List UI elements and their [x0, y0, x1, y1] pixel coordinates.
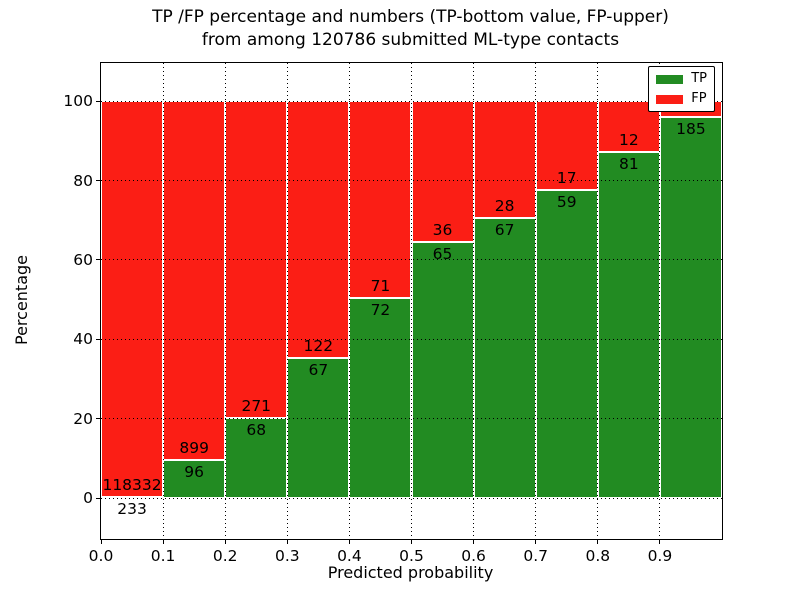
y-tick-mark	[96, 497, 100, 499]
tp-count-label: 67	[308, 360, 329, 379]
tp-count-label: 67	[494, 221, 515, 240]
x-tick-label: 0.8	[585, 547, 611, 565]
fp-bar-segment	[411, 101, 474, 243]
x-tick-mark	[162, 540, 164, 544]
bar-value-labels-layer: 118332 233 899 96 271 68 122 67 71 72 36 65 28 67 17 59…	[101, 63, 722, 539]
x-tick-label: 0.3	[274, 547, 300, 565]
x-tick-label: 0.1	[150, 547, 176, 565]
x-tick-mark	[473, 540, 475, 544]
tp-legend-swatch	[656, 74, 684, 84]
y-tick-label: 20	[73, 409, 93, 428]
tp-bar-segment	[597, 152, 660, 499]
tp-count-label: 59	[556, 193, 577, 212]
y-tick-label: 40	[73, 330, 93, 349]
fp-bar-segment	[163, 101, 226, 460]
fp-count-label: 122	[303, 336, 334, 355]
fp-legend-label: FP	[691, 91, 707, 106]
x-tick-mark	[659, 540, 661, 544]
fp-bar-segment	[349, 101, 412, 299]
y-tick-mark	[96, 338, 100, 340]
y-tick-label: 100	[63, 92, 93, 111]
x-tick-mark	[535, 540, 537, 544]
tp-count-label: 68	[246, 421, 267, 440]
chart-title: TP /FP percentage and numbers (TP-bottom…	[100, 6, 721, 52]
x-tick-label: 0.9	[647, 547, 673, 565]
x-tick-label: 0.7	[523, 547, 549, 565]
x-tick-mark	[348, 540, 350, 544]
fp-count-label: 17	[556, 169, 577, 188]
tp-count-label: 185	[676, 120, 706, 139]
chart-title-line1: TP /FP percentage and numbers (TP-bottom…	[152, 7, 669, 27]
legend: TP FP	[648, 66, 715, 112]
x-tick-label: 0.5	[399, 547, 424, 565]
x-tick-mark	[100, 540, 102, 544]
fp-bar-segment	[535, 101, 598, 191]
legend-item-fp: FP	[656, 92, 707, 106]
fp-count-label: 36	[432, 221, 453, 240]
fp-count-label: 899	[179, 438, 209, 457]
tp-bar-segment	[473, 218, 536, 499]
tp-bar-segment	[411, 242, 474, 499]
tp-count-label: 233	[117, 500, 147, 519]
x-tick-mark	[411, 540, 412, 544]
tp-count-label: 72	[370, 301, 391, 320]
tp-count-label: 96	[184, 462, 205, 481]
fp-count-label: 28	[494, 197, 515, 216]
x-tick-mark	[597, 540, 599, 544]
y-tick-label: 80	[73, 171, 93, 190]
fp-count-label: 271	[241, 397, 272, 416]
tp-bar-segment	[163, 459, 226, 499]
fp-legend-swatch	[656, 94, 684, 104]
x-tick-label: 0.2	[212, 547, 238, 565]
fp-bar-segment	[101, 101, 164, 498]
y-tick-mark	[96, 418, 100, 420]
x-tick-label: 0.0	[88, 547, 114, 565]
y-tick-label: 60	[73, 250, 93, 269]
x-axis-label: Predicted probability	[327, 563, 494, 582]
tp-legend-label: TP	[691, 71, 707, 86]
y-axis-label: Percentage	[12, 255, 31, 346]
x-tick-mark	[224, 540, 226, 544]
fp-bar-segment	[287, 101, 350, 358]
tp-count-label: 65	[432, 245, 453, 264]
y-tick-mark	[96, 180, 100, 181]
x-tick-label: 0.4	[337, 547, 362, 565]
tp-bar-segment	[535, 190, 598, 499]
fp-count-label: 12	[618, 131, 639, 150]
x-tick-label: 0.6	[461, 547, 486, 565]
y-tick-mark	[96, 100, 100, 102]
axis-ticks-layer: 0.0 0.1 0.2 0.3 0.4 0.5 0.6 0.7 0.8 0.9 0 20 40 60 80 1…	[63, 63, 722, 565]
tp-bar-segment	[349, 298, 412, 499]
x-tick-mark	[286, 540, 288, 544]
fp-count-label: 71	[370, 277, 391, 296]
legend-item-tp: TP	[656, 72, 707, 86]
y-tick-label: 0	[83, 489, 93, 508]
plot-area: 118332 233 899 96 271 68 122 67 71 72 36 65 28 67 17 59…	[63, 62, 723, 565]
tp-bar-segment	[287, 357, 350, 499]
fp-count-label: 118332	[102, 476, 162, 495]
y-tick-mark	[96, 259, 100, 261]
fp-bar-segment	[473, 101, 536, 219]
chart-title-line2: from among 120786 submitted ML-type cont…	[201, 29, 620, 50]
tp-count-label: 81	[618, 155, 639, 174]
